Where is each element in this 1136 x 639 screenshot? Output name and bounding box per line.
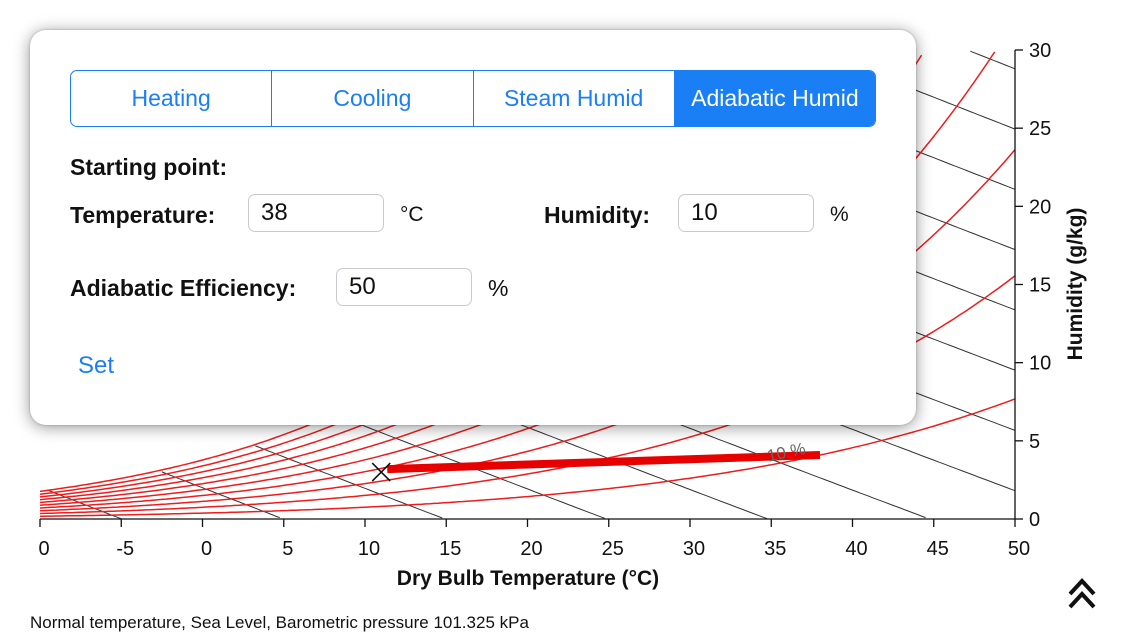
enthalpy-line-2 — [255, 445, 443, 519]
efficiency-label: Adiabatic Efficiency: — [70, 275, 297, 301]
y-tick-label: 30 — [1029, 40, 1051, 62]
set-button[interactable]: Set — [78, 352, 115, 379]
temperature-field[interactable] — [248, 194, 384, 232]
y-tick-label: 15 — [1029, 275, 1051, 297]
process-path — [371, 451, 821, 482]
humidity-field[interactable] — [678, 194, 814, 232]
tab-adiabatic-humid[interactable]: Adiabatic Humid — [674, 71, 875, 126]
humidity-unit: % — [830, 203, 849, 226]
x-tick-label: 10 — [358, 538, 380, 560]
process-end-marker — [371, 462, 391, 482]
scroll-up-button[interactable] — [1062, 572, 1102, 616]
y-axis-label: Humidity (g/kg) — [1064, 208, 1087, 361]
rh-curve-label: 10 % — [765, 439, 807, 466]
x-tick-label: 30 — [683, 538, 705, 560]
conditions-note: Normal temperature, Sea Level, Barometri… — [30, 613, 529, 632]
tab-heating[interactable]: Heating — [71, 71, 273, 126]
x-tick-label: 40 — [845, 538, 867, 560]
y-tick-label: 5 — [1029, 431, 1040, 453]
tab-cooling[interactable]: Cooling — [272, 71, 474, 126]
humidity-label: Humidity: — [544, 202, 651, 228]
y-axis-ticks: 0 5 10 15 20 25 30 — [1015, 40, 1051, 531]
x-tick-label: 25 — [602, 538, 624, 560]
x-axis-ticks: 0 -5 0 5 10 15 20 25 30 35 40 45 50 — [38, 519, 1030, 560]
x-tick-label: 35 — [764, 538, 786, 560]
temperature-unit: °C — [400, 203, 424, 226]
x-tick-label: 50 — [1008, 538, 1030, 560]
x-axis-label: Dry Bulb Temperature (°C) — [397, 567, 659, 590]
y-tick-label: 0 — [1029, 509, 1040, 531]
x-tick-label: 20 — [520, 538, 542, 560]
efficiency-field[interactable] — [336, 268, 472, 306]
x-tick-label: -5 — [116, 538, 134, 560]
y-tick-label: 20 — [1029, 196, 1051, 218]
x-tick-label: 45 — [927, 538, 949, 560]
process-dialog: Heating Cooling Steam Humid Adiabatic Hu… — [30, 30, 916, 425]
enthalpy-line-13 — [970, 50, 1016, 70]
x-tick-label: 15 — [439, 538, 461, 560]
enthalpy-line-1 — [161, 471, 280, 519]
y-tick-label: 10 — [1029, 353, 1051, 375]
x-tick-label: 0 — [38, 538, 49, 560]
y-tick-label: 25 — [1029, 118, 1051, 140]
efficiency-unit: % — [488, 275, 509, 301]
process-type-segmented-control: Heating Cooling Steam Humid Adiabatic Hu… — [70, 70, 876, 127]
rh-curve-10 — [40, 398, 1016, 517]
x-tick-label: 5 — [282, 538, 293, 560]
double-chevron-up-icon — [1068, 578, 1096, 609]
x-tick-label: 0 — [201, 538, 212, 560]
starting-point-heading: Starting point: — [70, 154, 228, 180]
process-line — [387, 451, 821, 474]
temperature-label: Temperature: — [70, 202, 216, 228]
tab-steam-humid[interactable]: Steam Humid — [474, 71, 675, 126]
